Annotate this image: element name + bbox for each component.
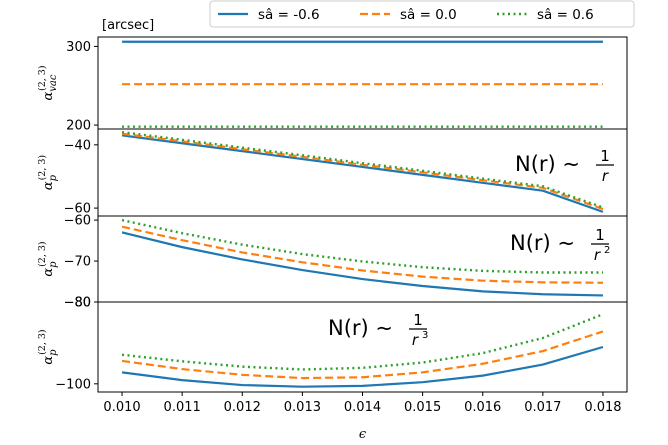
legend-frame xyxy=(209,0,635,28)
annotation-numerator: 1 xyxy=(600,147,610,165)
legend-label-2: sâ = 0.0 xyxy=(400,7,457,23)
annotation-denominator-exponent: 3 xyxy=(422,330,428,341)
x-tick-label: 0.016 xyxy=(464,400,501,415)
annotation-denominator: r xyxy=(412,331,419,349)
annotation-lhs: N(r) ∼ xyxy=(510,231,575,255)
unit-label: [arcsec] xyxy=(102,18,154,33)
y-tick-label: −80 xyxy=(64,296,91,311)
series-line-2 xyxy=(121,132,604,211)
legend-label-1: sâ = -0.6 xyxy=(258,7,320,23)
x-tick-label: 0.017 xyxy=(524,400,561,415)
y-axis-label: αp(2, 3) xyxy=(37,155,59,190)
y-tick-label: −40 xyxy=(64,138,91,153)
x-tick-label: 0.018 xyxy=(584,400,621,415)
series-line-1 xyxy=(121,345,604,388)
annotation-denominator: r xyxy=(594,246,601,264)
y-tick-label: −60 xyxy=(64,202,91,217)
x-tick-label: 0.013 xyxy=(284,400,321,415)
annotation-lhs: N(r) ∼ xyxy=(515,152,580,176)
annotation-numerator: 1 xyxy=(595,226,605,244)
y-tick-label: 200 xyxy=(66,119,91,134)
x-tick-label: 0.014 xyxy=(344,400,381,415)
panel-3: −60 −70 −80 αp(2, 3) N(r) ∼ 1 r 2 xyxy=(37,214,610,311)
annotation-lhs: N(r) ∼ xyxy=(328,316,393,340)
x-tick-label: 0.012 xyxy=(224,400,261,415)
x-tick-label: 0.010 xyxy=(103,400,140,415)
series-line-2 xyxy=(121,225,603,284)
legend-label-3: sâ = 0.6 xyxy=(537,7,594,23)
x-axis-label: ϵ xyxy=(359,427,367,442)
x-tick-label: 0.015 xyxy=(404,400,441,415)
y-axis-label: αp(2, 3) xyxy=(37,241,59,276)
y-tick-label: −80 xyxy=(64,296,91,311)
series-line-3 xyxy=(121,130,604,209)
y-axis-label: αvac(2, 3) xyxy=(37,65,59,100)
y-tick-label: −70 xyxy=(64,255,91,270)
annotation-numerator: 1 xyxy=(413,311,423,329)
y-tick-label: 300 xyxy=(66,40,91,55)
series-line-1 xyxy=(121,231,603,297)
y-axis-label: αp(2, 3) xyxy=(37,329,59,364)
legend: sâ = -0.6 sâ = 0.0 sâ = 0.6 xyxy=(209,0,635,28)
panel-2: −40 −60 αp(2, 3) N(r) ∼ 1 r xyxy=(37,130,614,217)
panel-4: −80 −100 αp(2, 3) N(r) ∼ 1 r 3 xyxy=(37,296,604,392)
x-tick-label: 0.011 xyxy=(164,400,201,415)
series-line-1 xyxy=(121,134,604,213)
y-tick-label: −60 xyxy=(64,214,91,229)
annotation-denominator: r xyxy=(602,167,609,185)
y-tick-label: −100 xyxy=(55,377,91,392)
panel-1: 200 300 αvac(2, 3) xyxy=(37,40,603,134)
annotation-denominator-exponent: 2 xyxy=(604,245,610,256)
series-line-2 xyxy=(121,330,604,380)
